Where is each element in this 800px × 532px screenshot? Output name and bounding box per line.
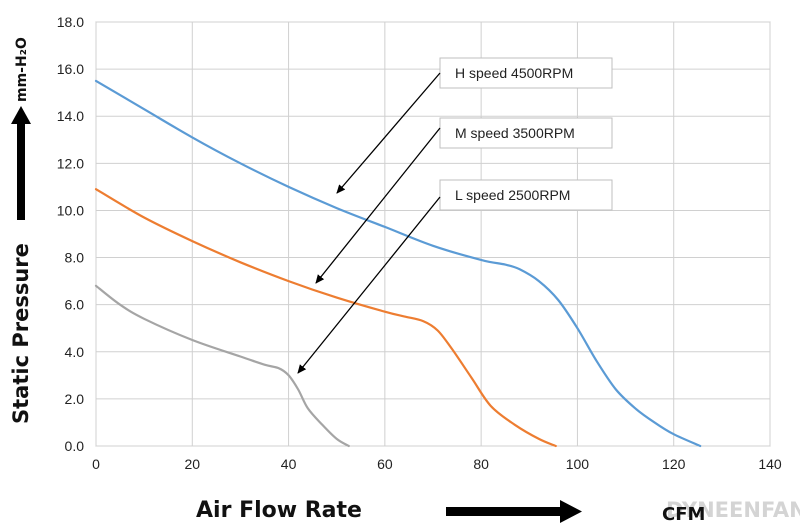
x-axis-arrow-shaft [446,507,564,516]
y-tick-label: 14.0 [57,108,84,124]
series-line-l-speed [94,284,350,448]
x-tick-label: 100 [566,456,590,472]
annotation-box [439,57,613,89]
plot-area [95,21,771,447]
x-tick-label: 20 [184,456,200,472]
y-axis-arrow-shaft [17,120,25,220]
annotation-h-speed: H speed 4500RPM [336,57,613,194]
series-lines [94,79,702,448]
annotation-box [439,179,613,211]
x-axis-arrow-head [560,500,582,523]
annotation-label: H speed 4500RPM [455,65,573,81]
y-tick-label: 8.0 [65,250,85,266]
y-axis-arrow-head [11,106,31,124]
annotation-arrow [315,127,441,284]
y-axis-unit: mm-H₂O [14,37,30,102]
y-tick-label: 4.0 [65,344,85,360]
annotation-box [439,117,613,149]
x-tick-label: 0 [92,456,100,472]
y-tick-label: 16.0 [57,61,84,77]
annotation-arrow [297,196,441,374]
series-line-h-speed [94,79,702,448]
x-tick-label: 120 [662,456,686,472]
annotation-label: M speed 3500RPM [455,125,575,141]
y-tick-label: 18.0 [57,14,84,30]
x-tick-labels: 0 20 40 60 80 100 120 140 [92,456,782,472]
x-tick-label: 140 [758,456,782,472]
annotation-arrow [336,72,441,194]
y-tick-labels: 0.0 2.0 4.0 6.0 8.0 10.0 12.0 14.0 16.0 18.0 [57,14,84,454]
y-tick-label: 2.0 [65,391,85,407]
x-tick-label: 80 [473,456,489,472]
grid [95,21,771,447]
annotation-l-speed: L speed 2500RPM [297,179,613,374]
x-axis-unit: CFM [662,504,705,525]
y-axis-title: Static Pressure [9,243,33,424]
y-tick-label: 6.0 [65,297,85,313]
series-line-m-speed [94,188,557,448]
y-tick-label: 0.0 [65,438,85,454]
annotation-label: L speed 2500RPM [455,187,570,203]
y-axis-title-group: Static Pressure mm-H₂O [9,37,33,424]
y-tick-label: 12.0 [57,155,84,171]
x-axis-title: Air Flow Rate [196,498,362,523]
x-tick-label: 60 [377,456,393,472]
y-tick-label: 10.0 [57,202,84,218]
x-tick-label: 40 [281,456,297,472]
watermark-logo: DYNEENFAN [666,498,800,522]
annotation-m-speed: M speed 3500RPM [315,117,613,284]
